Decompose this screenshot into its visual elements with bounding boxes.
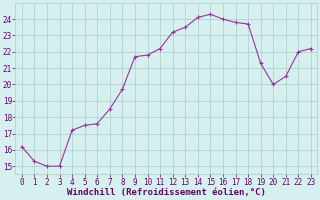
X-axis label: Windchill (Refroidissement éolien,°C): Windchill (Refroidissement éolien,°C) xyxy=(67,188,266,197)
